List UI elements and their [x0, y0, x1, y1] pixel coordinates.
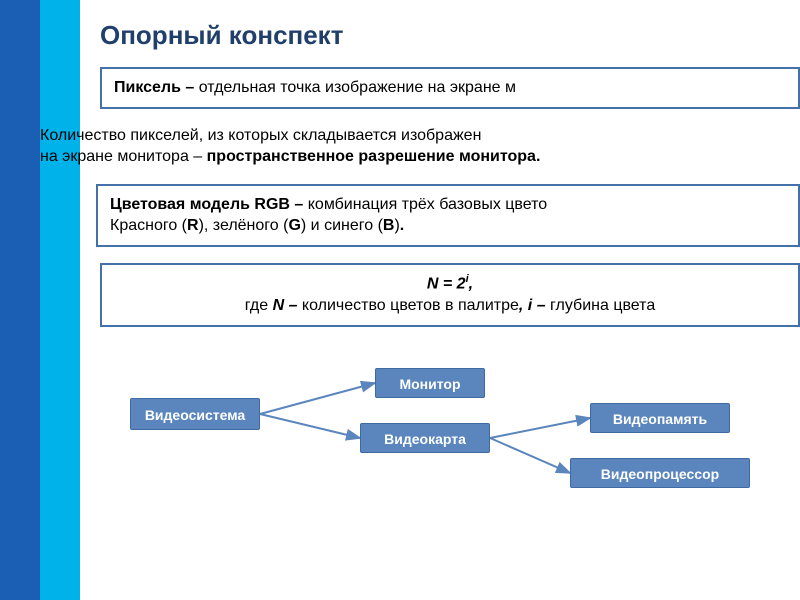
content: Опорный конспект Пиксель – отдельная точ… [80, 0, 800, 523]
formula-box: N = 2i, где N – количество цветов в пали… [100, 263, 800, 327]
rgb-g: G [288, 217, 300, 234]
formula-sep: , [519, 297, 528, 314]
formula-where: где [245, 297, 273, 314]
definition-box-pixel: Пиксель – отдельная точка изображение на… [100, 67, 800, 109]
formula-desc-b: количество цветов в палитре [302, 297, 519, 314]
definition-box-rgb: Цветовая модель RGB – комбинация трёх ба… [96, 184, 800, 247]
formula-comma: , [469, 275, 473, 292]
edge-3 [490, 438, 570, 473]
rgb-b: B [383, 217, 395, 234]
formula-i: i – [528, 297, 550, 314]
node-videosystem: Видеосистема [130, 398, 260, 430]
definition-rgb: Цветовая модель RGB – комбинация трёх ба… [110, 194, 786, 237]
formula-n: N – [273, 297, 302, 314]
edge-1 [260, 414, 360, 438]
edge-2 [490, 418, 590, 438]
edge-0 [260, 383, 375, 414]
node-videomem: Видеопамять [590, 403, 730, 433]
sidebar-stripe-light [40, 0, 80, 600]
term-rgb: Цветовая модель RGB – [110, 196, 308, 213]
rgb-r: R [187, 217, 199, 234]
formula-description: где N – количество цветов в палитре, i –… [114, 295, 786, 317]
definition-pixel: Пиксель – отдельная точка изображение на… [114, 77, 786, 99]
page-title: Опорный конспект [100, 20, 800, 51]
rgb-blue-a: ) и синего ( [301, 217, 383, 234]
formula-desc-c: глубина цвета [550, 297, 655, 314]
rgb-text1: комбинация трёх базовых цвето [308, 196, 547, 213]
rgb-dot: . [400, 217, 404, 234]
diagram-videosystem: Видеосистема Монитор Видеокарта Видеопамять… [100, 343, 800, 523]
paragraph-line2-prefix: на экране монитора – [40, 148, 207, 165]
sidebar [0, 0, 80, 600]
node-videocard: Видеокарта [360, 423, 490, 453]
term-pixel: Пиксель – [114, 79, 199, 96]
node-monitor: Монитор [375, 368, 485, 398]
sidebar-stripe-dark [0, 0, 40, 600]
paragraph-resolution: Количество пикселей, из которых складыва… [40, 125, 800, 168]
rgb-red-a: Красного ( [110, 217, 187, 234]
paragraph-line1: Количество пикселей, из которых складыва… [40, 127, 481, 144]
node-videoproc: Видеопроцессор [570, 458, 750, 488]
rgb-green-a: ), зелёного ( [199, 217, 289, 234]
paragraph-line2-bold: пространственное разрешение монитора. [207, 148, 541, 165]
definition-pixel-text: отдельная точка изображение на экране м [199, 79, 516, 96]
formula-lhs: N = 2 [427, 275, 466, 292]
formula-expression: N = 2i, [114, 273, 786, 293]
